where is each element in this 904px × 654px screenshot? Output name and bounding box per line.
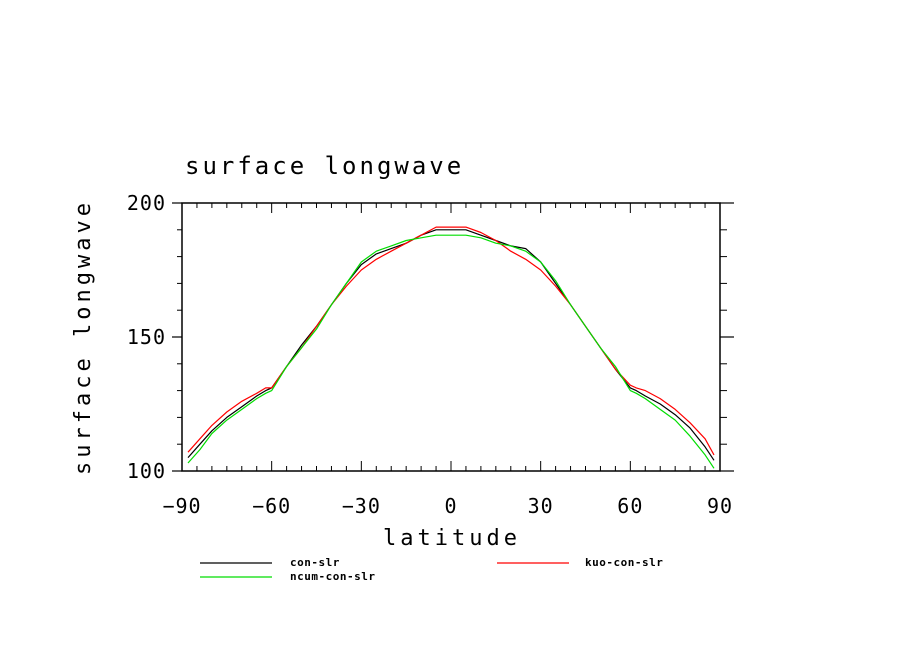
legend-label-ncum-con-slr: ncum-con-slr bbox=[290, 570, 375, 583]
y-tick-labels: 100 150 200 bbox=[127, 191, 166, 483]
y-tick-label: 100 bbox=[127, 459, 166, 483]
x-tick-label: 90 bbox=[707, 494, 733, 518]
series-line-ncum-con-slr bbox=[187, 234, 715, 469]
series-line-kuo-con-slr bbox=[187, 226, 715, 456]
x-tick-label: −60 bbox=[252, 494, 291, 518]
legend: con-slr kuo-con-slr ncum-con-slr bbox=[200, 556, 663, 583]
x-axis-label: latitude bbox=[383, 526, 521, 551]
series-lines bbox=[187, 226, 715, 469]
y-axis-label: surface longwave bbox=[71, 199, 96, 475]
series-line-con-slr bbox=[187, 229, 715, 461]
axis-ticks bbox=[172, 202, 734, 472]
x-tick-label: 0 bbox=[444, 494, 457, 518]
chart-title: surface longwave bbox=[185, 152, 464, 180]
y-tick-label: 150 bbox=[127, 325, 166, 349]
legend-label-con-slr: con-slr bbox=[290, 556, 340, 569]
y-tick-label: 200 bbox=[127, 191, 166, 215]
legend-label-kuo-con-slr: kuo-con-slr bbox=[585, 556, 663, 569]
plot-frame bbox=[181, 202, 721, 472]
x-tick-label: −30 bbox=[342, 494, 381, 518]
x-tick-label: 30 bbox=[528, 494, 554, 518]
x-tick-label: 60 bbox=[617, 494, 643, 518]
x-tick-labels: −90 −60 −30 0 30 60 90 bbox=[162, 494, 733, 518]
x-tick-label: −90 bbox=[162, 494, 201, 518]
